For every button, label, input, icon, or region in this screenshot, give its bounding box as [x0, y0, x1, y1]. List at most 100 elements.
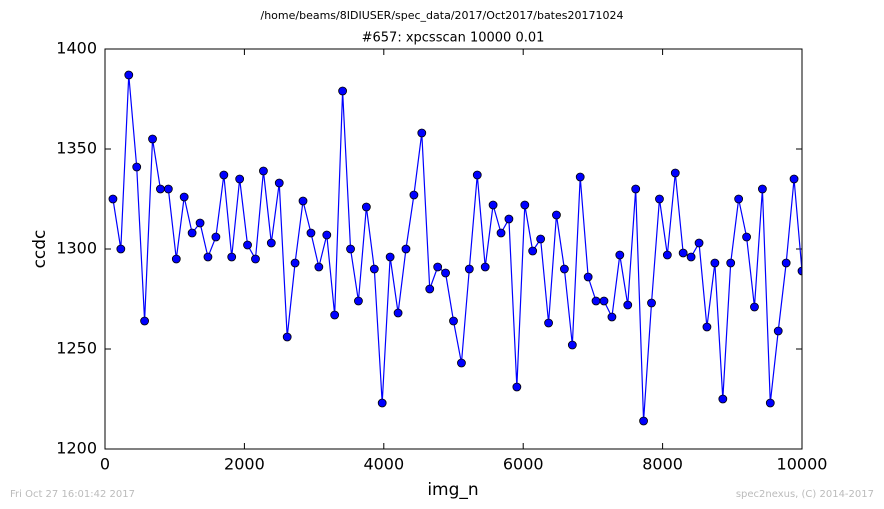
marker — [544, 318, 553, 328]
marker — [765, 398, 775, 408]
marker — [449, 316, 458, 326]
y-tick-label: 1350 — [56, 139, 97, 158]
marker — [647, 298, 656, 308]
y-axis-label: ccdc — [30, 230, 50, 269]
marker — [773, 326, 783, 336]
marker — [678, 248, 688, 258]
marker — [488, 200, 498, 210]
plot-frame — [104, 48, 803, 450]
marker — [750, 302, 759, 312]
marker — [156, 184, 165, 194]
marker — [235, 174, 245, 184]
marker — [393, 308, 403, 318]
marker — [607, 312, 617, 322]
marker — [520, 200, 530, 210]
marker — [615, 250, 625, 260]
marker — [203, 252, 213, 262]
marker — [369, 264, 379, 274]
suptitle: /home/beams/8IDIUSER/spec_data/2017/Oct2… — [261, 9, 624, 22]
x-axis-label: img_n — [427, 480, 478, 500]
marker — [789, 174, 799, 184]
line — [112, 74, 802, 422]
marker — [702, 322, 712, 332]
marker — [623, 300, 633, 310]
marker — [496, 228, 506, 238]
marker — [179, 192, 189, 202]
marker — [457, 358, 466, 368]
marker — [401, 244, 411, 254]
x-tick-label: 0 — [100, 455, 110, 474]
marker — [417, 128, 427, 138]
marker — [171, 254, 181, 264]
marker — [718, 394, 728, 404]
marker — [314, 262, 324, 272]
x-tick-label: 8000 — [642, 455, 683, 474]
marker — [243, 240, 252, 250]
marker — [385, 252, 395, 262]
marker — [512, 382, 522, 392]
chart-title: #657: xpcsscan 10000 0.01 — [362, 31, 545, 46]
marker — [132, 162, 142, 172]
marker — [227, 252, 237, 262]
marker — [536, 234, 546, 244]
marker — [575, 172, 585, 182]
marker — [472, 170, 482, 180]
marker — [591, 296, 601, 306]
x-tick-label: 2000 — [224, 455, 265, 474]
marker — [108, 194, 118, 204]
marker — [377, 398, 387, 408]
marker — [290, 258, 300, 268]
x-tick-label: 4000 — [363, 455, 404, 474]
marker — [552, 210, 561, 220]
marker — [686, 252, 696, 262]
footer-right: spec2nexus, (C) 2014-2017 — [736, 489, 874, 500]
marker — [464, 264, 474, 274]
marker — [163, 184, 173, 194]
marker — [734, 194, 744, 204]
marker — [781, 258, 791, 268]
y-tick-label: 1300 — [56, 239, 97, 258]
marker — [211, 232, 221, 242]
y-tick-label: 1250 — [56, 339, 97, 358]
marker — [583, 272, 593, 282]
marker — [219, 170, 229, 180]
marker — [559, 264, 569, 274]
marker — [742, 232, 751, 242]
marker — [124, 70, 134, 80]
marker — [567, 340, 577, 350]
marker — [361, 202, 371, 212]
marker — [346, 244, 355, 254]
marker — [694, 238, 704, 248]
marker — [599, 296, 609, 306]
marker — [282, 332, 292, 342]
marker — [726, 258, 736, 268]
marker — [251, 254, 260, 264]
marker — [409, 190, 419, 200]
marker — [330, 310, 340, 320]
marker — [670, 168, 680, 178]
marker — [655, 194, 664, 204]
marker — [195, 218, 205, 228]
y-tick-label: 1200 — [56, 439, 97, 458]
marker — [433, 262, 443, 272]
marker — [322, 230, 332, 240]
marker — [266, 238, 276, 248]
marker — [480, 262, 490, 272]
marker — [187, 228, 197, 238]
x-tick-label: 10000 — [777, 455, 828, 474]
marker — [441, 268, 450, 278]
footer-left: Fri Oct 27 16:01:42 2017 — [10, 489, 135, 500]
marker — [710, 258, 720, 268]
marker — [758, 184, 767, 194]
marker — [662, 250, 672, 260]
marker — [425, 284, 435, 294]
marker — [639, 416, 648, 426]
marker — [504, 214, 514, 224]
marker — [306, 228, 316, 238]
marker — [528, 246, 538, 256]
x-tick-label: 6000 — [503, 455, 544, 474]
marker — [298, 196, 308, 206]
marker — [148, 134, 157, 144]
marker — [116, 244, 126, 254]
